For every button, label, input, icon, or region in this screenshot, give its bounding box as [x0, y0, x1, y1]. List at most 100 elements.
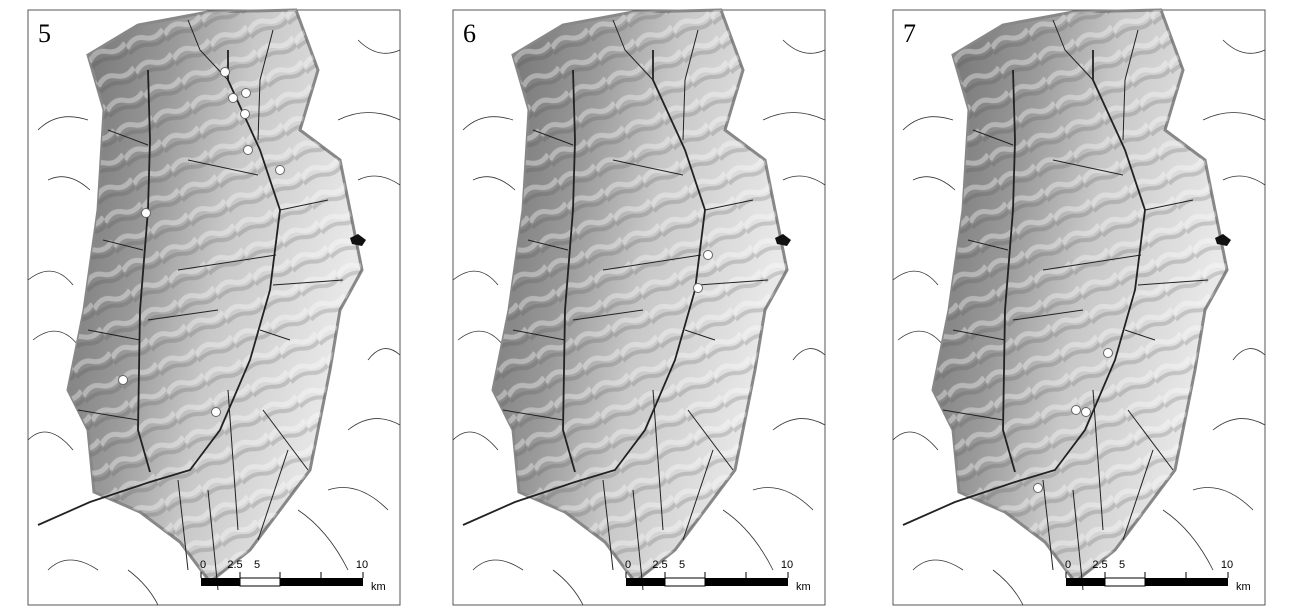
- river: [902, 50, 1146, 526]
- outer-stream: [912, 559, 964, 571]
- river: [279, 199, 329, 211]
- outer-stream: [552, 569, 584, 606]
- river: [562, 69, 576, 473]
- river: [102, 239, 144, 251]
- river: [602, 479, 614, 571]
- river: [262, 409, 309, 471]
- lake: [775, 234, 791, 246]
- outer-stream: [902, 116, 954, 131]
- site-marker: [241, 88, 251, 98]
- scale-label: 5: [679, 559, 685, 571]
- site-marker: [118, 375, 128, 385]
- outer-stream: [127, 569, 159, 606]
- river: [1012, 309, 1084, 321]
- scale-segment: [664, 577, 706, 587]
- river: [682, 29, 699, 141]
- river: [1072, 489, 1084, 591]
- river: [512, 329, 566, 341]
- scale-label: 0: [1065, 559, 1071, 571]
- outer-stream: [27, 431, 74, 451]
- outer-stream: [357, 175, 401, 186]
- site-marker: [240, 109, 250, 119]
- river: [967, 239, 1009, 251]
- outer-stream: [337, 112, 401, 121]
- river: [602, 254, 702, 271]
- site-marker: [693, 283, 703, 293]
- scale-unit: km: [371, 581, 386, 593]
- site-marker: [1033, 483, 1043, 493]
- scale-label: 5: [254, 559, 260, 571]
- outer-stream: [462, 116, 514, 131]
- scale-unit: km: [796, 581, 811, 593]
- outer-stream: [792, 348, 826, 361]
- outer-stream: [762, 112, 826, 121]
- river: [177, 254, 277, 271]
- river: [704, 199, 754, 211]
- river: [87, 329, 141, 341]
- site-marker: [1081, 407, 1091, 417]
- river: [612, 19, 654, 81]
- river: [684, 329, 716, 341]
- river: [272, 279, 344, 286]
- outer-stream: [452, 270, 499, 286]
- scale-label: 0: [625, 559, 631, 571]
- river: [207, 489, 219, 591]
- site-marker: [243, 145, 253, 155]
- panel-label: 6: [463, 19, 476, 48]
- site-marker: [1071, 405, 1081, 415]
- river: [1137, 279, 1209, 286]
- site-marker: [211, 407, 221, 417]
- outer-stream: [297, 509, 349, 571]
- river: [187, 159, 259, 176]
- river: [187, 19, 229, 81]
- river: [527, 239, 569, 251]
- outer-stream: [782, 39, 826, 54]
- outer-stream: [782, 175, 826, 186]
- scale-label: 10: [1221, 559, 1233, 571]
- river: [259, 329, 291, 341]
- outer-stream: [752, 487, 814, 511]
- outer-stream: [1222, 39, 1266, 54]
- river: [1127, 409, 1174, 471]
- river: [257, 29, 274, 141]
- river: [612, 159, 684, 176]
- river: [462, 50, 706, 526]
- scale-label: 10: [781, 559, 793, 571]
- scale-label: 2.5: [227, 559, 242, 571]
- outer-stream: [457, 330, 504, 346]
- river: [1144, 199, 1194, 211]
- river: [1042, 254, 1142, 271]
- scale-label: 2.5: [652, 559, 667, 571]
- river: [972, 129, 1014, 146]
- outer-stream: [1162, 509, 1214, 571]
- river: [697, 279, 769, 286]
- river: [137, 69, 151, 473]
- site-marker: [703, 250, 713, 260]
- river: [952, 329, 1006, 341]
- river: [942, 409, 1004, 421]
- scale-label: 5: [1119, 559, 1125, 571]
- scale-segment: [1104, 577, 1146, 587]
- river: [1052, 19, 1094, 81]
- river: [177, 479, 189, 571]
- river: [632, 489, 644, 591]
- river: [682, 449, 714, 541]
- scale-segment: [239, 577, 281, 587]
- river: [687, 409, 734, 471]
- lake: [1215, 234, 1231, 246]
- outer-stream: [722, 509, 774, 571]
- outer-stream: [357, 39, 401, 54]
- outer-stream: [897, 330, 944, 346]
- outer-stream: [892, 431, 939, 451]
- outer-stream: [912, 176, 956, 191]
- outer-stream: [1232, 348, 1266, 361]
- scale-segment: [1145, 578, 1228, 586]
- lake: [350, 234, 366, 246]
- outer-stream: [37, 116, 89, 131]
- site-marker: [228, 93, 238, 103]
- scale-segment: [280, 578, 363, 586]
